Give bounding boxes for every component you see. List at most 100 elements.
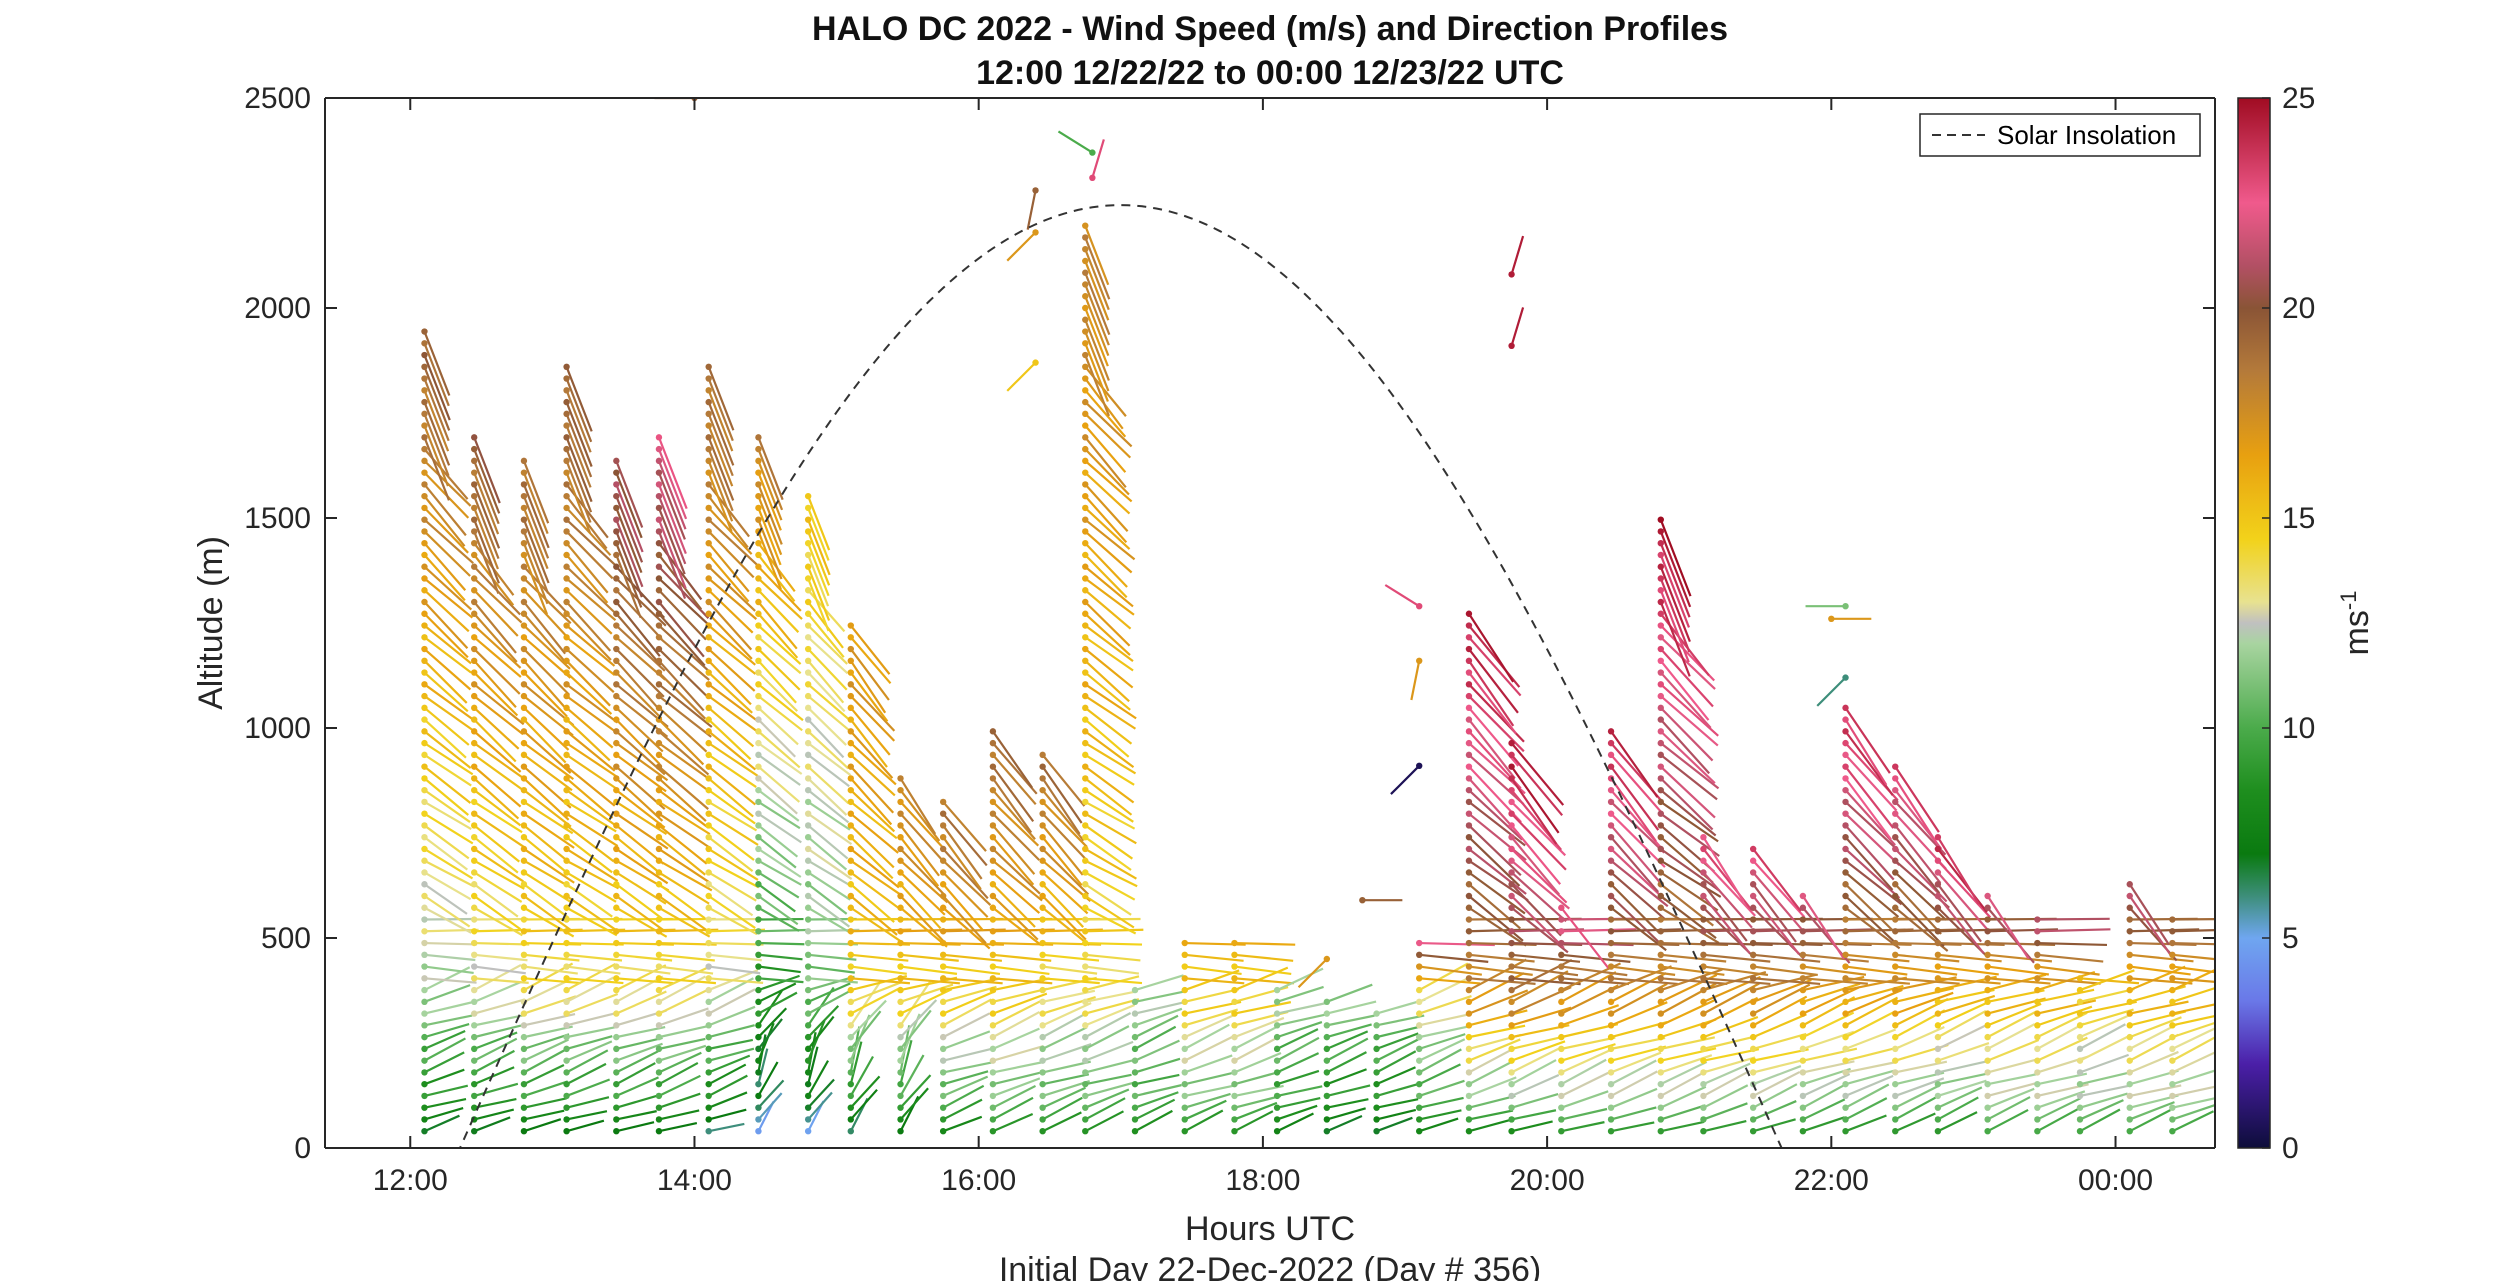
wind-barb <box>563 1040 613 1064</box>
wind-barb <box>1657 704 1714 762</box>
wind-barb <box>1657 692 1719 747</box>
wind-barb <box>1273 1013 1326 1029</box>
wind-barb <box>804 975 855 994</box>
wind-barb <box>705 398 735 466</box>
wind-barb <box>421 492 466 547</box>
wind-barb <box>705 634 757 675</box>
wind-barb <box>1082 692 1137 730</box>
wind-barb <box>1231 951 1294 962</box>
wind-barb <box>655 516 687 589</box>
x-tick-label: 16:00 <box>941 1164 1016 1197</box>
wind-barb <box>1390 762 1423 795</box>
wind-barb <box>1082 798 1136 830</box>
wind-barb <box>1508 798 1567 857</box>
wind-barb <box>1558 1043 1616 1064</box>
wind-barb <box>421 857 474 888</box>
wind-barb <box>705 645 756 692</box>
wind-barb <box>1700 1056 1756 1076</box>
wind-barb <box>1465 692 1525 753</box>
wind-barb <box>705 528 755 579</box>
wind-barb <box>1657 798 1719 843</box>
wind-barb <box>939 834 982 890</box>
wind-barb <box>1558 939 1634 947</box>
wind-barb <box>613 928 676 935</box>
wind-barb <box>1465 610 1515 683</box>
wind-barb <box>804 692 851 732</box>
wind-barb <box>897 999 938 1041</box>
wind-barb <box>1749 978 1812 1006</box>
wind-barb <box>1231 963 1292 976</box>
wind-barb <box>897 798 944 849</box>
wind-barb <box>471 939 530 947</box>
wind-barb <box>804 975 858 984</box>
wind-barb <box>563 775 614 819</box>
wind-barb <box>1607 798 1665 854</box>
wind-barb <box>1842 892 1897 945</box>
wind-barb <box>755 598 798 650</box>
wind-barb <box>989 775 1033 834</box>
wind-barb <box>1892 939 1962 947</box>
wind-barb <box>520 834 570 875</box>
wind-barb <box>613 892 666 932</box>
wind-barb <box>804 575 830 632</box>
wind-barb <box>897 1039 913 1088</box>
wind-barb <box>1373 1116 1413 1135</box>
wind-barb <box>804 610 845 658</box>
wind-barb <box>1039 1073 1090 1088</box>
wind-barb <box>2034 916 2110 923</box>
wind-barb <box>939 857 992 906</box>
wind-barb <box>655 728 710 776</box>
wind-barb <box>421 916 476 923</box>
wind-barb <box>989 810 1041 861</box>
wind-barb <box>421 786 471 823</box>
wind-barb <box>989 951 1052 962</box>
wind-barb <box>1131 990 1184 1006</box>
wind-barb <box>1700 982 1760 1017</box>
wind-barb <box>2169 1021 2215 1041</box>
wind-barb <box>804 1091 833 1123</box>
wind-barb <box>1323 1037 1369 1064</box>
wind-barb <box>1181 1054 1233 1076</box>
wind-barb <box>1082 728 1135 768</box>
wind-barb <box>520 751 573 792</box>
wind-barb <box>563 704 614 749</box>
wind-barb <box>421 328 451 396</box>
colorbar-tick-label: 25 <box>2282 82 2315 115</box>
wind-barb <box>804 492 831 551</box>
wind-barb <box>804 657 845 704</box>
wind-barb <box>1273 1028 1319 1053</box>
wind-barb <box>613 716 661 765</box>
wind-barb <box>705 845 759 881</box>
wind-barb <box>705 375 734 442</box>
wind-barb <box>1082 975 1143 985</box>
wind-barb <box>1082 351 1110 417</box>
wind-barb <box>1984 951 2053 963</box>
wind-barb <box>1799 1116 1845 1135</box>
wind-barb <box>655 1074 701 1100</box>
wind-barb <box>613 598 661 657</box>
wind-barb <box>804 645 848 691</box>
wind-barb <box>2169 1051 2215 1076</box>
wind-barb <box>471 763 522 808</box>
wind-barb <box>655 739 712 782</box>
wind-barb <box>804 681 852 722</box>
wind-barb <box>471 964 522 994</box>
wind-barb <box>1082 739 1137 775</box>
wind-barb <box>655 810 712 850</box>
wind-barb <box>1749 951 1821 963</box>
wind-barb <box>2169 928 2215 935</box>
wind-barb <box>847 763 895 814</box>
wind-barb <box>1657 928 1730 935</box>
wind-barb <box>613 845 669 885</box>
wind-barb <box>613 481 644 553</box>
wind-barb <box>2034 1022 2085 1053</box>
wind-barb <box>471 857 525 890</box>
wind-barb <box>2034 1011 2088 1041</box>
wind-barb <box>520 845 575 884</box>
wind-barb <box>847 704 891 756</box>
wind-barb <box>897 845 946 897</box>
wind-barb <box>421 410 450 477</box>
wind-barb <box>563 951 623 962</box>
wind-barb <box>705 1038 754 1053</box>
wind-barb <box>1508 892 1565 949</box>
